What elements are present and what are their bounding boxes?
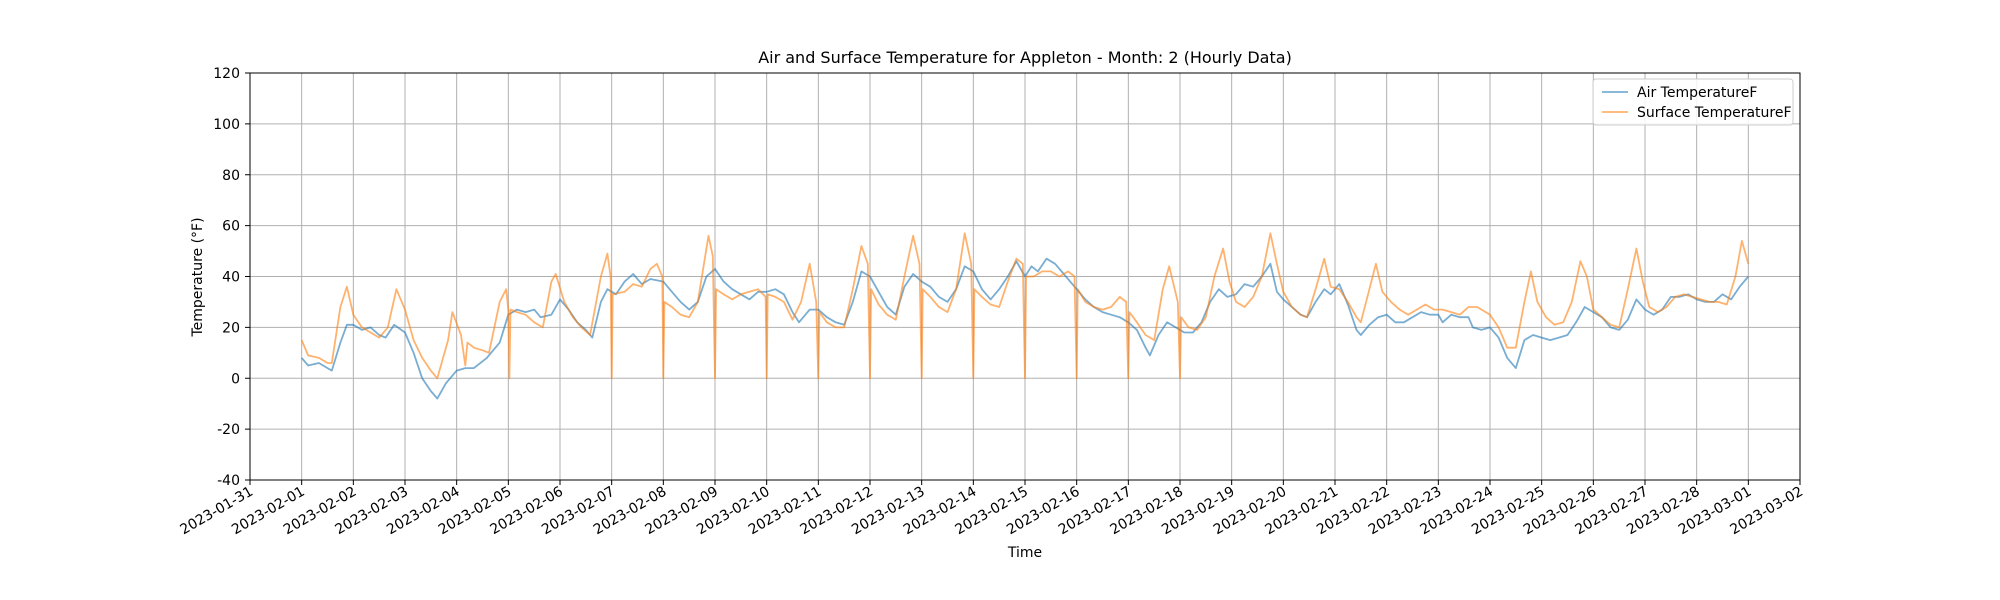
y-tick-label: 120 bbox=[213, 66, 240, 82]
y-tick-label: -40 bbox=[217, 473, 240, 489]
y-tick-label: 20 bbox=[222, 320, 240, 336]
legend-box bbox=[1592, 78, 1794, 126]
y-tick-label: 0 bbox=[231, 371, 240, 387]
y-axis: -40 -20 0 20 40 60 80 100 120 bbox=[213, 66, 250, 489]
series-line-1 bbox=[300, 232, 1750, 380]
legend-label: Air TemperatureF bbox=[1637, 85, 1757, 101]
legend-label: Surface TemperatureF bbox=[1637, 105, 1792, 121]
series-layer bbox=[300, 232, 1750, 400]
y-tick-label: -20 bbox=[217, 422, 240, 438]
y-tick-label: 60 bbox=[222, 219, 240, 235]
y-tick-label: 40 bbox=[222, 270, 240, 286]
chart-title: Air and Surface Temperature for Appleton… bbox=[758, 48, 1292, 67]
y-tick-label: 100 bbox=[213, 117, 240, 133]
y-tick-label: 80 bbox=[222, 168, 240, 184]
y-axis-title: Temperature (°F) bbox=[190, 217, 206, 337]
legend: Air TemperatureF Surface TemperatureF bbox=[1592, 78, 1794, 126]
x-axis-title: Time bbox=[1007, 545, 1042, 561]
series-line-0 bbox=[301, 257, 1749, 400]
